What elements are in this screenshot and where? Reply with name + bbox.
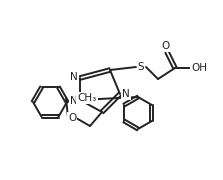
Text: O: O [68, 113, 76, 123]
Text: S: S [138, 62, 144, 72]
Text: N: N [70, 72, 78, 82]
Text: N: N [70, 96, 78, 106]
Text: N: N [122, 89, 130, 99]
Text: CH₃: CH₃ [77, 93, 97, 103]
Text: O: O [162, 41, 170, 51]
Text: OH: OH [191, 63, 207, 73]
